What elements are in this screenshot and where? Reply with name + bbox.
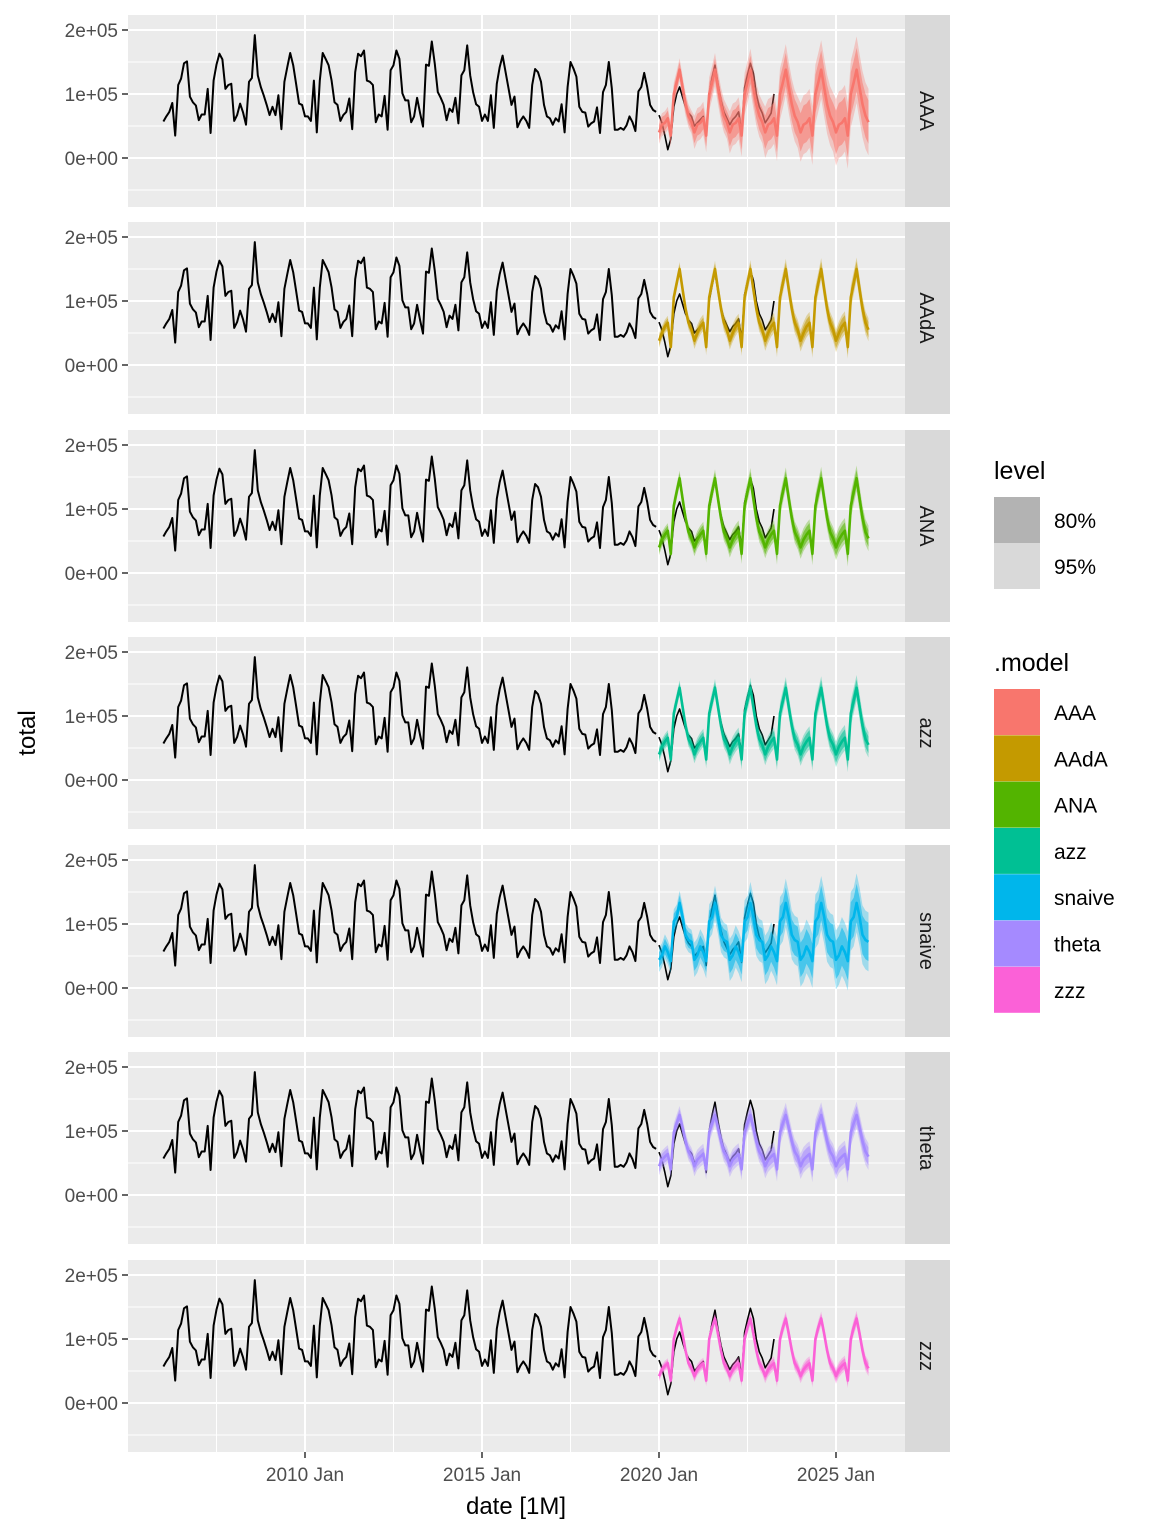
facet-panel-azz: azz 2e+05 1e+05 0e+00 — [65, 637, 950, 829]
panel-data — [162, 449, 870, 567]
legend-model-label: AAA — [1054, 702, 1096, 725]
panel-data — [162, 1071, 870, 1188]
facet-panel-AAdA: AAdA 2e+05 1e+05 0e+00 — [65, 222, 950, 414]
legend-model-key — [994, 920, 1040, 967]
legend-model-label: azz — [1054, 841, 1087, 864]
y-tick-label: 0e+00 — [65, 149, 118, 170]
legend-model-key — [994, 781, 1040, 828]
actual-line — [658, 1099, 775, 1188]
facet-strip-label: AAA — [915, 91, 937, 132]
y-tick-label: 1e+05 — [65, 707, 118, 728]
x-tick-label: 2020 Jan — [620, 1465, 698, 1486]
facet-panel-ANA: ANA 2e+05 1e+05 0e+00 — [65, 430, 950, 622]
x-tick-label: 2010 Jan — [266, 1465, 344, 1486]
forecast-mean-line — [657, 1113, 870, 1171]
history-line — [162, 241, 657, 344]
legend-model-label: snaive — [1054, 887, 1115, 910]
interval-95-band — [659, 36, 869, 169]
legend-model-label: ANA — [1054, 795, 1097, 818]
facet-strip-label: snaive — [915, 912, 937, 970]
y-tick-label: 0e+00 — [65, 356, 118, 377]
interval-80-band — [659, 883, 869, 981]
facet-strip — [905, 430, 950, 622]
legend-model-key — [994, 966, 1040, 1013]
interval-80-band — [659, 47, 869, 158]
forecast-mean-line — [657, 476, 870, 556]
facet-panel-theta: theta 2e+05 1e+05 0e+00 — [65, 1052, 950, 1244]
y-tick-label: 0e+00 — [65, 564, 118, 585]
legend-level-key — [994, 497, 1040, 543]
panel-data — [162, 656, 870, 773]
forecast-mean-line — [657, 68, 870, 137]
facet-strip — [905, 1260, 950, 1452]
legend-model-key — [994, 827, 1040, 874]
y-tick-label: 1e+05 — [65, 500, 118, 521]
y-tick-label: 2e+05 — [65, 436, 118, 457]
facet-strip-label: azz — [915, 717, 937, 748]
facet-strip-label: zzz — [915, 1341, 937, 1371]
x-tick-label: 2025 Jan — [797, 1465, 875, 1486]
legend-model-label: zzz — [1054, 980, 1086, 1003]
facet-panels: AAA2e+051e+050e+00AAdA2e+051e+050e+00ANA… — [65, 15, 950, 1452]
legend-model-key — [994, 689, 1040, 735]
panel-data — [162, 34, 870, 169]
y-tick-label: 1e+05 — [65, 1122, 118, 1143]
legend-level-title: level — [994, 457, 1045, 485]
y-tick-label: 2e+05 — [65, 228, 118, 249]
forecast-mean-line — [657, 267, 870, 349]
y-tick-label: 2e+05 — [65, 1266, 118, 1287]
facet-strip-label: AAdA — [915, 292, 937, 344]
legend-level-label: 95% — [1054, 556, 1096, 579]
facet-strip — [905, 222, 950, 414]
facet-panel-AAA: AAA 2e+05 1e+05 0e+00 — [65, 15, 950, 207]
x-axis-title: date [1M] — [466, 1493, 566, 1520]
history-line — [162, 34, 657, 137]
legend-model-label: AAdA — [1054, 748, 1108, 771]
y-tick-label: 0e+00 — [65, 979, 118, 1000]
forecast-mean-line — [657, 1317, 870, 1382]
facet-strip-label: theta — [915, 1126, 937, 1171]
y-tick-label: 1e+05 — [65, 85, 118, 106]
history-line — [162, 1071, 657, 1174]
y-tick-label: 2e+05 — [65, 643, 118, 664]
x-tick-label: 2015 Jan — [443, 1465, 521, 1486]
legend-model-key — [994, 874, 1040, 921]
forecast-mean-line — [657, 901, 870, 963]
y-tick-label: 2e+05 — [65, 851, 118, 872]
y-tick-label: 1e+05 — [65, 292, 118, 313]
y-tick-label: 1e+05 — [65, 1330, 118, 1351]
history-line — [162, 864, 657, 967]
history-line — [162, 449, 657, 552]
y-tick-label: 0e+00 — [65, 1394, 118, 1415]
legend: level .model 80% 95% AAA AAdA ANA azz snaive th… — [994, 457, 1115, 1013]
facet-panel-snaive: snaive 2e+05 1e+05 0e+00 — [65, 845, 950, 1037]
y-axis-title: total — [14, 710, 41, 755]
panel-data — [162, 1279, 870, 1396]
legend-model-key — [994, 735, 1040, 782]
facet-strip — [905, 1052, 950, 1244]
facet-panel-zzz: zzz 2e+05 1e+05 0e+00 — [65, 1260, 950, 1452]
history-line — [162, 1279, 657, 1382]
history-line — [162, 656, 657, 759]
facet-strip-label: ANA — [915, 505, 937, 547]
panel-data — [162, 241, 870, 359]
y-tick-label: 2e+05 — [65, 1058, 118, 1079]
legend-model-title: .model — [994, 649, 1069, 677]
facet-strip — [905, 15, 950, 207]
panel-data — [162, 864, 870, 991]
facet-strip — [905, 845, 950, 1037]
y-tick-label: 1e+05 — [65, 915, 118, 936]
interval-95-band — [659, 873, 869, 991]
y-tick-label: 0e+00 — [65, 771, 118, 792]
y-tick-label: 0e+00 — [65, 1186, 118, 1207]
x-axis: 2010 Jan 2015 Jan 2020 Jan 2025 Jan — [266, 1452, 875, 1486]
forecast-mean-line — [657, 686, 870, 761]
y-tick-label: 2e+05 — [65, 21, 118, 42]
legend-level-key — [994, 543, 1040, 589]
legend-model-label: theta — [1054, 934, 1101, 957]
legend-level-label: 80% — [1054, 510, 1096, 533]
facet-strip — [905, 637, 950, 829]
